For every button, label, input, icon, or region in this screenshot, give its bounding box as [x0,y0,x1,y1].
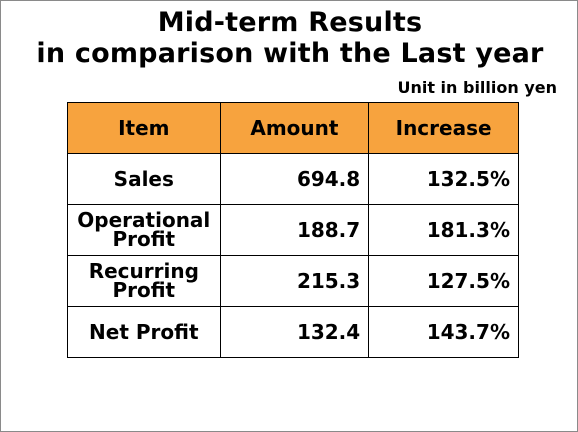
row-amount: 215.3 [219,255,370,307]
table-header-row: Item Amount Increase [67,102,519,154]
row-increase: 127.5% [368,255,519,307]
header-item: Item [67,102,221,154]
item-label: Sales [113,166,174,191]
title-line-2: in comparison with the Last year [36,38,544,69]
row-item-sales: Sales [67,153,221,205]
table-row: Operational Profit 188.7 181.3% [67,204,519,256]
item-label-line1: Operational [77,208,211,232]
row-increase: 143.7% [368,306,519,358]
results-table: Item Amount Increase Sales 694.8 132.5% … [67,102,519,358]
table-row: Sales 694.8 132.5% [67,153,519,205]
row-item-operational-profit: Operational Profit [67,204,221,256]
row-amount: 694.8 [219,153,370,205]
item-label-line2: Profit [112,278,176,302]
header-amount: Amount [219,102,370,154]
title-line-1: Mid-term Results [157,7,423,38]
table-row: Net Profit 132.4 143.7% [67,306,519,358]
item-label-line2: Profit [112,227,176,251]
row-increase: 132.5% [368,153,519,205]
item-label: Net Profit [89,319,199,344]
row-amount: 188.7 [219,204,370,256]
table-row: Recurring Profit 215.3 127.5% [67,255,519,307]
unit-note: Unit in billion yen [397,78,557,97]
row-item-recurring-profit: Recurring Profit [67,255,221,307]
header-increase: Increase [368,102,519,154]
item-label-line1: Recurring [88,259,199,283]
page-title: Mid-term Results in comparison with the … [1,7,578,69]
row-item-net-profit: Net Profit [67,306,221,358]
row-increase: 181.3% [368,204,519,256]
row-amount: 132.4 [219,306,370,358]
